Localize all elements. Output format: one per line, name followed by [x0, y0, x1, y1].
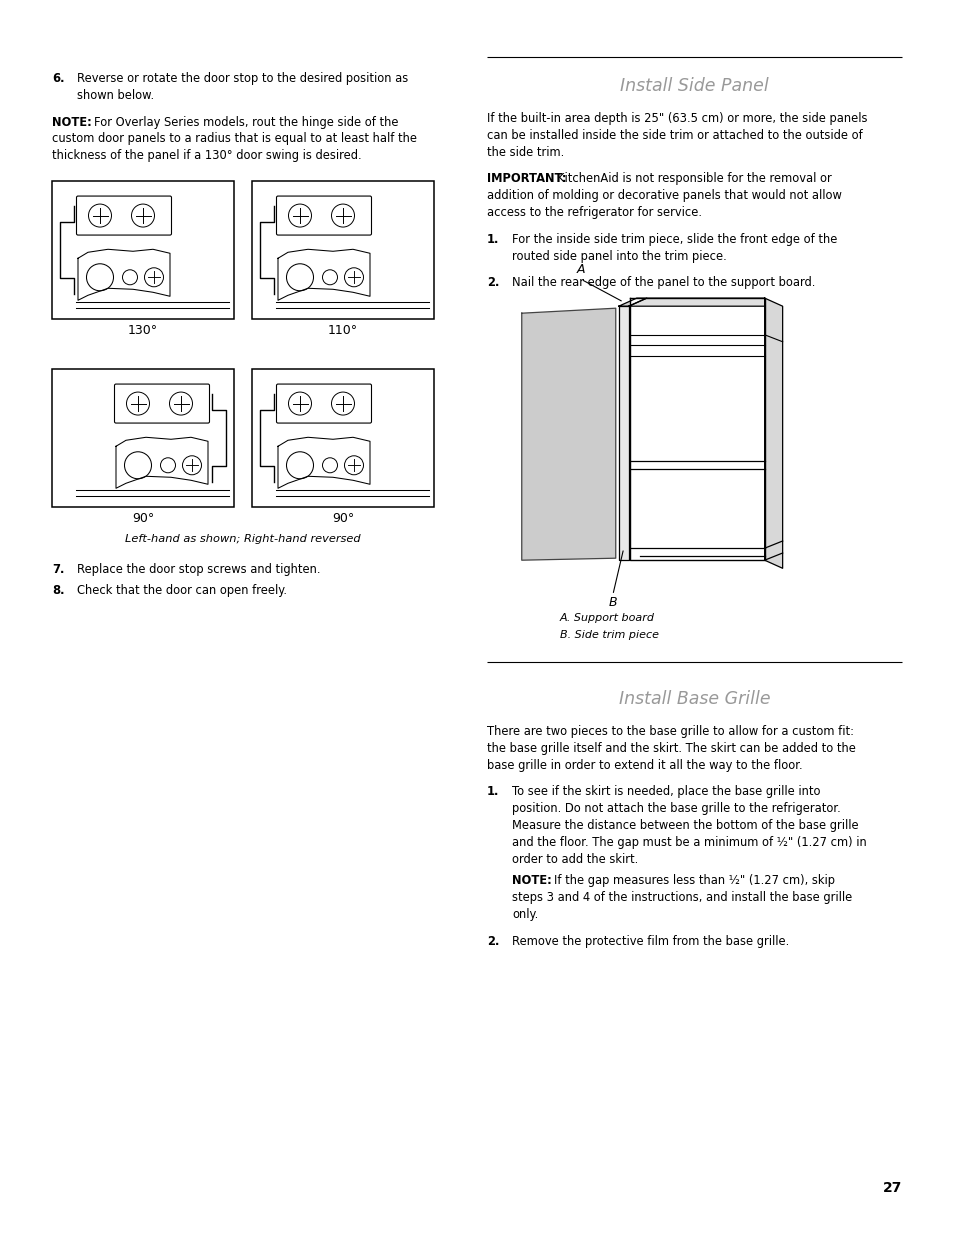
Text: access to the refrigerator for service.: access to the refrigerator for service.: [486, 206, 701, 219]
Circle shape: [182, 456, 201, 474]
Text: Install Base Grille: Install Base Grille: [618, 690, 769, 708]
Text: custom door panels to a radius that is equal to at least half the: custom door panels to a radius that is e…: [52, 132, 416, 146]
Bar: [52, 182, 233, 319]
FancyBboxPatch shape: [276, 384, 371, 424]
Circle shape: [122, 269, 137, 285]
Text: 1.: 1.: [486, 233, 498, 246]
Circle shape: [288, 391, 312, 415]
Polygon shape: [764, 298, 781, 568]
Polygon shape: [78, 249, 170, 300]
Circle shape: [331, 391, 355, 415]
Text: position. Do not attach the base grille to the refrigerator.: position. Do not attach the base grille …: [512, 803, 840, 815]
Circle shape: [160, 458, 175, 473]
Bar: [52, 369, 233, 508]
Circle shape: [132, 204, 154, 227]
Text: To see if the skirt is needed, place the base grille into: To see if the skirt is needed, place the…: [512, 785, 820, 798]
Circle shape: [322, 458, 337, 473]
Circle shape: [89, 204, 112, 227]
Text: Remove the protective film from the base grille.: Remove the protective film from the base…: [512, 935, 788, 947]
Bar: [252, 182, 434, 319]
Text: 90°: 90°: [332, 513, 354, 525]
Text: A: A: [577, 263, 584, 277]
Circle shape: [170, 391, 193, 415]
Circle shape: [87, 264, 113, 290]
Bar: [252, 369, 434, 508]
Circle shape: [144, 268, 163, 287]
Circle shape: [286, 264, 314, 290]
Text: 7.: 7.: [52, 563, 64, 576]
Text: and the floor. The gap must be a minimum of ½" (1.27 cm) in: and the floor. The gap must be a minimum…: [512, 836, 866, 848]
Text: For Overlay Series models, rout the hinge side of the: For Overlay Series models, rout the hing…: [94, 116, 398, 128]
Text: Left-hand as shown; Right-hand reversed: Left-hand as shown; Right-hand reversed: [125, 534, 360, 543]
Text: NOTE:: NOTE:: [52, 116, 91, 128]
Text: If the built-in area depth is 25" (63.5 cm) or more, the side panels: If the built-in area depth is 25" (63.5 …: [486, 112, 866, 125]
Text: Nail the rear edge of the panel to the support board.: Nail the rear edge of the panel to the s…: [512, 277, 815, 289]
Circle shape: [125, 452, 152, 479]
Text: only.: only.: [512, 908, 537, 921]
Circle shape: [344, 268, 363, 287]
Text: thickness of the panel if a 130° door swing is desired.: thickness of the panel if a 130° door sw…: [52, 149, 361, 162]
Text: addition of molding or decorative panels that would not allow: addition of molding or decorative panels…: [486, 189, 841, 203]
Text: base grille in order to extend it all the way to the floor.: base grille in order to extend it all th…: [486, 758, 801, 772]
Text: If the gap measures less than ½" (1.27 cm), skip: If the gap measures less than ½" (1.27 c…: [554, 874, 834, 888]
Text: 2.: 2.: [486, 935, 498, 947]
Text: B. Side trim piece: B. Side trim piece: [559, 630, 659, 640]
FancyBboxPatch shape: [276, 196, 371, 235]
Text: 2.: 2.: [486, 277, 498, 289]
Text: can be installed inside the side trim or attached to the outside of: can be installed inside the side trim or…: [486, 128, 862, 142]
Polygon shape: [618, 298, 646, 306]
Polygon shape: [628, 298, 764, 306]
Text: Check that the door can open freely.: Check that the door can open freely.: [77, 584, 287, 598]
Circle shape: [286, 452, 314, 479]
Text: 6.: 6.: [52, 72, 65, 85]
Polygon shape: [277, 437, 370, 488]
Text: NOTE:: NOTE:: [512, 874, 551, 888]
Text: 90°: 90°: [132, 513, 154, 525]
Text: 110°: 110°: [328, 324, 357, 337]
Text: There are two pieces to the base grille to allow for a custom fit:: There are two pieces to the base grille …: [486, 725, 853, 739]
Polygon shape: [277, 249, 370, 300]
Text: 130°: 130°: [128, 324, 158, 337]
FancyBboxPatch shape: [76, 196, 172, 235]
Text: Reverse or rotate the door stop to the desired position as: Reverse or rotate the door stop to the d…: [77, 72, 408, 85]
Circle shape: [288, 204, 312, 227]
Text: KitchenAid is not responsible for the removal or: KitchenAid is not responsible for the re…: [557, 173, 831, 185]
Polygon shape: [521, 309, 615, 561]
Text: B: B: [608, 597, 617, 609]
Text: the base grille itself and the skirt. The skirt can be added to the: the base grille itself and the skirt. Th…: [486, 742, 855, 755]
Circle shape: [127, 391, 150, 415]
Polygon shape: [629, 298, 764, 561]
Text: shown below.: shown below.: [77, 89, 154, 101]
Text: steps 3 and 4 of the instructions, and install the base grille: steps 3 and 4 of the instructions, and i…: [512, 892, 851, 904]
Circle shape: [322, 269, 337, 285]
Circle shape: [344, 456, 363, 474]
Text: Install Side Panel: Install Side Panel: [619, 77, 768, 95]
FancyBboxPatch shape: [114, 384, 210, 424]
Polygon shape: [116, 437, 208, 488]
Text: Replace the door stop screws and tighten.: Replace the door stop screws and tighten…: [77, 563, 320, 576]
Text: routed side panel into the trim piece.: routed side panel into the trim piece.: [512, 249, 726, 263]
Text: the side trim.: the side trim.: [486, 146, 563, 158]
Text: Measure the distance between the bottom of the base grille: Measure the distance between the bottom …: [512, 819, 858, 832]
Circle shape: [331, 204, 355, 227]
Text: For the inside side trim piece, slide the front edge of the: For the inside side trim piece, slide th…: [512, 233, 837, 246]
Text: 8.: 8.: [52, 584, 65, 598]
Text: 1.: 1.: [486, 785, 498, 798]
Text: 27: 27: [882, 1181, 901, 1195]
Text: A. Support board: A. Support board: [559, 614, 654, 624]
Text: order to add the skirt.: order to add the skirt.: [512, 852, 638, 866]
Text: IMPORTANT:: IMPORTANT:: [486, 173, 566, 185]
Polygon shape: [618, 306, 628, 561]
